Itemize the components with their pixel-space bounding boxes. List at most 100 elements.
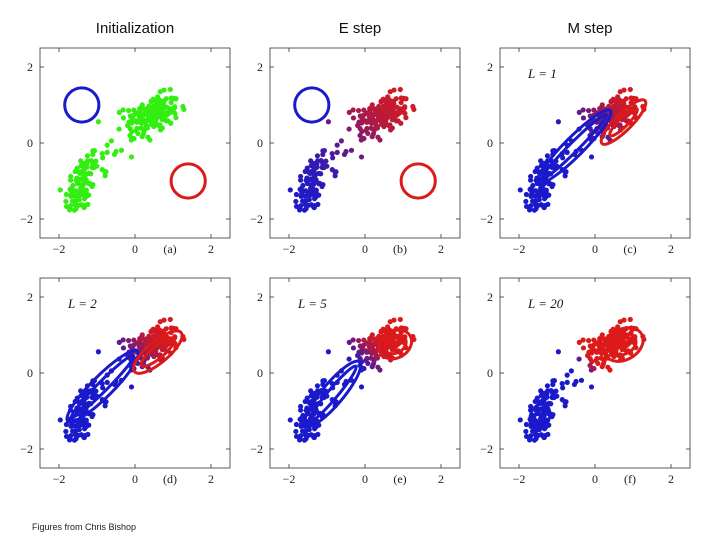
- data-point: [120, 345, 127, 351]
- panel-a: −2 0 2 2 0 −2 (a): [20, 47, 231, 256]
- data-point: [627, 316, 633, 323]
- data-point: [298, 173, 304, 180]
- x-tick-label: 0: [132, 472, 138, 486]
- data-point: [365, 130, 371, 137]
- x-tick-label: −2: [53, 472, 66, 486]
- blue-component-contour: [303, 359, 363, 429]
- y-tick-label: 2: [257, 290, 263, 304]
- data-point: [158, 105, 164, 111]
- data-point: [382, 110, 388, 117]
- data-point: [541, 434, 547, 441]
- data-point: [532, 398, 538, 405]
- data-point: [81, 170, 88, 176]
- data-point: [375, 364, 381, 370]
- data-point: [615, 94, 621, 100]
- data-point: [102, 403, 108, 409]
- data-point: [588, 154, 595, 160]
- y-tick-label: −2: [20, 212, 33, 226]
- data-point: [338, 138, 344, 144]
- red-component-contour: [608, 106, 639, 138]
- x-tick-label: 2: [438, 472, 444, 486]
- data-point: [555, 119, 561, 125]
- data-point: [311, 434, 317, 441]
- data-point: [81, 166, 87, 173]
- red-component-contour: [599, 98, 648, 146]
- data-point: [157, 127, 164, 133]
- data-point: [93, 158, 99, 164]
- data-point: [81, 204, 87, 211]
- data-point: [346, 339, 352, 345]
- data-point: [528, 433, 534, 439]
- data-point: [528, 173, 534, 180]
- data-point: [544, 383, 551, 389]
- data-point: [91, 163, 97, 169]
- data-point: [358, 154, 365, 160]
- data-point: [139, 134, 145, 140]
- data-point: [76, 427, 82, 433]
- data-point: [130, 342, 137, 348]
- data-point: [580, 345, 587, 351]
- data-point: [329, 150, 335, 157]
- data-point: [129, 135, 136, 142]
- data-point: [163, 96, 169, 102]
- data-point: [100, 385, 106, 391]
- data-point: [314, 153, 321, 159]
- data-point: [544, 153, 551, 159]
- panel-label: (c): [623, 242, 636, 256]
- data-point: [385, 324, 391, 330]
- red-component-contour: [383, 333, 408, 356]
- data-point: [120, 107, 126, 113]
- data-point: [126, 119, 132, 125]
- blue-component-contour: [63, 86, 101, 124]
- data-point: [306, 427, 312, 433]
- data-points: [57, 86, 187, 213]
- red-component-contour: [377, 328, 414, 361]
- data-point: [306, 197, 312, 203]
- y-tick-label: 2: [27, 290, 33, 304]
- data-point: [299, 428, 306, 434]
- data-point: [57, 417, 63, 423]
- data-point: [523, 428, 529, 435]
- data-point: [535, 202, 541, 208]
- data-point: [116, 126, 122, 132]
- data-point: [535, 432, 541, 438]
- data-point: [387, 319, 393, 325]
- data-points: [287, 86, 417, 213]
- data-point: [541, 396, 547, 403]
- y-tick-label: −2: [480, 442, 493, 456]
- data-point: [564, 149, 570, 155]
- data-point: [308, 388, 314, 394]
- data-point: [311, 166, 317, 173]
- data-point: [564, 372, 570, 378]
- x-tick-label: 2: [668, 472, 674, 486]
- data-point: [564, 379, 570, 385]
- data-point: [365, 360, 371, 367]
- data-point: [299, 198, 306, 204]
- data-point: [91, 393, 97, 399]
- data-point: [599, 364, 605, 370]
- data-point: [615, 102, 621, 108]
- data-point: [69, 428, 76, 434]
- data-point: [76, 197, 82, 203]
- data-point: [357, 125, 363, 132]
- data-point: [402, 105, 408, 111]
- data-point: [138, 125, 144, 131]
- data-point: [302, 398, 308, 405]
- data-point: [155, 102, 161, 108]
- blue-component-contour: [533, 407, 547, 426]
- y-tick-label: 2: [27, 60, 33, 74]
- data-point: [376, 114, 382, 120]
- data-point: [152, 350, 158, 356]
- data-point: [624, 339, 631, 346]
- data-point: [113, 148, 119, 155]
- iteration-label: L = 5: [297, 296, 327, 311]
- data-point: [390, 343, 396, 350]
- data-point: [612, 110, 618, 117]
- data-point: [538, 388, 544, 394]
- data-point: [78, 176, 84, 182]
- data-point: [364, 125, 370, 132]
- data-point: [128, 154, 135, 160]
- data-point: [523, 421, 530, 428]
- data-point: [369, 118, 375, 124]
- data-point: [298, 403, 304, 410]
